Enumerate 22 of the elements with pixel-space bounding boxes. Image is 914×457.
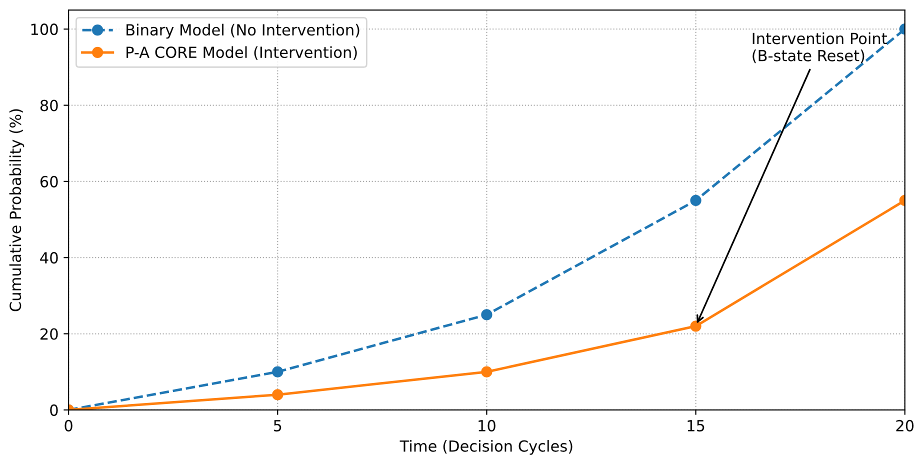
y-axis-title: Cumulative Probability (%) bbox=[9, 109, 24, 312]
y-tick-label: 0 bbox=[50, 404, 58, 416]
x-axis-title: Time (Decision Cycles) bbox=[400, 440, 572, 455]
y-tick-label: 80 bbox=[40, 100, 58, 112]
legend-label: P-A CORE Model (Intervention) bbox=[126, 46, 357, 60]
point bbox=[481, 366, 492, 378]
point bbox=[272, 389, 284, 400]
y-tick-label: 100 bbox=[31, 24, 58, 36]
annotation: Intervention Point (B-state Reset) bbox=[752, 32, 887, 64]
y-tick-label: 60 bbox=[40, 176, 58, 188]
y-tick-label: 20 bbox=[40, 328, 58, 340]
x-tick-label: 5 bbox=[274, 420, 282, 432]
x-tick-label: 15 bbox=[688, 420, 704, 432]
x-tick-label: 20 bbox=[896, 420, 914, 432]
point bbox=[690, 194, 702, 206]
x-tick-label: 0 bbox=[64, 420, 72, 432]
point bbox=[272, 366, 284, 378]
point bbox=[481, 309, 492, 320]
point bbox=[690, 320, 702, 332]
y-tick-label: 40 bbox=[40, 252, 58, 264]
legend-label: Binary Model (No Intervention) bbox=[126, 24, 360, 39]
x-tick-label: 10 bbox=[478, 420, 496, 432]
